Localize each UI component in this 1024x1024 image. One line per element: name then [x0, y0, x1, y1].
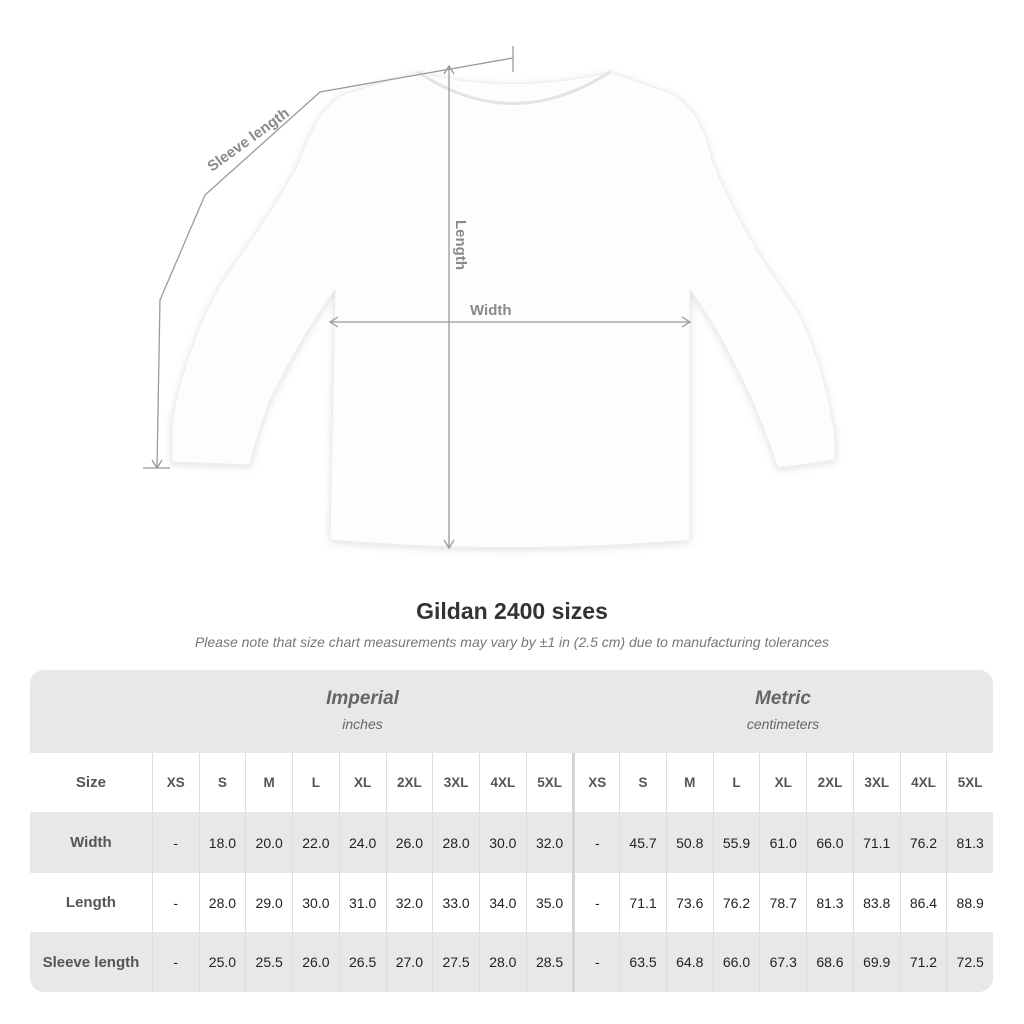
metric-value-cell: -: [572, 873, 619, 932]
imperial-value-cell: 33.0: [432, 873, 479, 932]
size-header-imperial: 4XL: [478, 753, 526, 812]
metric-value-cell: 68.6: [806, 932, 853, 992]
size-header-metric: M: [665, 753, 713, 812]
size-header-metric: 5XL: [946, 753, 993, 812]
imperial-value-cell: 26.0: [292, 932, 339, 992]
metric-value-cell: 64.8: [665, 932, 713, 992]
size-header-imperial: 2XL: [385, 753, 433, 812]
metric-value-cell: 76.2: [712, 873, 760, 932]
imperial-unit: inches: [342, 716, 383, 732]
imperial-value-cell: 31.0: [338, 873, 386, 932]
metric-value-cell: -: [572, 812, 619, 873]
imperial-value-cell: 28.0: [478, 932, 526, 992]
table-row: Width -18.0 20.0 22.0 24.0 26.0 28.0 30.0 32.0-4…: [30, 812, 993, 873]
size-header-imperial: XS: [151, 753, 199, 812]
imperial-value-cell: 22.0: [292, 812, 339, 873]
imperial-value-cell: -: [151, 812, 199, 873]
metric-value-cell: 81.3: [806, 873, 853, 932]
imperial-value-cell: -: [151, 932, 199, 992]
metric-unit: centimeters: [746, 716, 820, 732]
imperial-value-cell: 35.0: [525, 873, 573, 932]
size-header-imperial: L: [292, 753, 339, 812]
metric-value-cell: -: [572, 932, 619, 992]
imperial-value-cell: 28.0: [198, 873, 246, 932]
size-header-metric: 2XL: [806, 753, 853, 812]
table-row: Sleeve length -25.0 25.5 26.0 26.5 27.0 27.5 28…: [30, 932, 993, 992]
metric-value-cell: 69.9: [852, 932, 900, 992]
metric-value-cell: 61.0: [759, 812, 806, 873]
metric-value-cell: 78.7: [759, 873, 806, 932]
imperial-value-cell: 26.0: [385, 812, 433, 873]
metric-value-cell: 67.3: [759, 932, 806, 992]
metric-value-cell: 63.5: [619, 932, 666, 992]
tshirt-diagram: Sleeve length Length Width: [143, 46, 836, 550]
metric-value-cell: 83.8: [852, 873, 900, 932]
metric-value-cell: 86.4: [899, 873, 947, 932]
size-header-imperial: 5XL: [525, 753, 573, 812]
metric-value-cell: 66.0: [712, 932, 760, 992]
metric-value-cell: 45.7: [619, 812, 666, 873]
imperial-value-cell: -: [151, 873, 199, 932]
length-label: Length: [452, 220, 469, 270]
row-label: Width: [70, 834, 112, 851]
size-header-metric: 4XL: [899, 753, 947, 812]
imperial-title: Imperial: [326, 688, 399, 709]
size-header-imperial: 3XL: [432, 753, 479, 812]
sleeve-length-label: Sleeve length: [204, 105, 292, 176]
metric-value-cell: 76.2: [899, 812, 947, 873]
imperial-value-cell: 26.5: [338, 932, 386, 992]
metric-value-cell: 71.2: [899, 932, 947, 992]
page-title: Gildan 2400 sizes: [416, 598, 608, 624]
imperial-value-cell: 28.0: [432, 812, 479, 873]
imperial-value-cell: 34.0: [478, 873, 526, 932]
size-header-imperial: XL: [338, 753, 386, 812]
metric-value-cell: 81.3: [946, 812, 993, 873]
metric-value-cell: 71.1: [619, 873, 666, 932]
metric-value-cell: 73.6: [665, 873, 713, 932]
size-header-imperial: M: [245, 753, 292, 812]
size-header-metric: 3XL: [852, 753, 900, 812]
size-header-metric: XL: [759, 753, 806, 812]
imperial-value-cell: 30.0: [292, 873, 339, 932]
imperial-value-cell: 27.5: [432, 932, 479, 992]
metric-value-cell: 71.1: [852, 812, 900, 873]
metric-value-cell: 50.8: [665, 812, 713, 873]
size-table: Imperial inches Metric centimeters Size …: [30, 670, 993, 992]
tolerance-note: Please note that size chart measurements…: [194, 634, 830, 650]
imperial-value-cell: 27.0: [385, 932, 433, 992]
row-label: Length: [65, 894, 116, 911]
imperial-value-cell: 25.0: [198, 932, 246, 992]
metric-value-cell: 72.5: [946, 932, 993, 992]
imperial-value-cell: 24.0: [338, 812, 386, 873]
imperial-value-cell: 32.0: [385, 873, 433, 932]
size-header-metric: L: [712, 753, 760, 812]
imperial-value-cell: 18.0: [198, 812, 246, 873]
metric-value-cell: 55.9: [712, 812, 760, 873]
imperial-value-cell: 28.5: [525, 932, 573, 992]
row-label: Sleeve length: [42, 953, 140, 971]
table-row: Length -28.0 29.0 30.0 31.0 32.0 33.0 34.0 35.0-…: [30, 873, 993, 932]
imperial-value-cell: 30.0: [478, 812, 526, 873]
metric-value-cell: 66.0: [806, 812, 853, 873]
metric-header: Metric centimeters: [573, 670, 993, 753]
imperial-header: Imperial inches: [152, 670, 573, 753]
size-header-metric: XS: [572, 753, 619, 812]
size-label: Size: [75, 774, 106, 791]
metric-title: Metric: [755, 688, 811, 709]
size-header-metric: S: [619, 753, 666, 812]
imperial-value-cell: 29.0: [245, 873, 292, 932]
size-row: Size XS S M L XL 2XL 3XL 4XL 5XL XS S M L XL 2XL 3XL 4XL…: [30, 753, 993, 812]
imperial-value-cell: 25.5: [245, 932, 292, 992]
imperial-value-cell: 20.0: [245, 812, 292, 873]
tshirt-shape: [171, 71, 836, 548]
size-header-imperial: S: [198, 753, 246, 812]
measurement-lines: [143, 46, 692, 550]
imperial-value-cell: 32.0: [525, 812, 573, 873]
width-label: Width: [470, 302, 512, 319]
metric-value-cell: 88.9: [946, 873, 993, 932]
